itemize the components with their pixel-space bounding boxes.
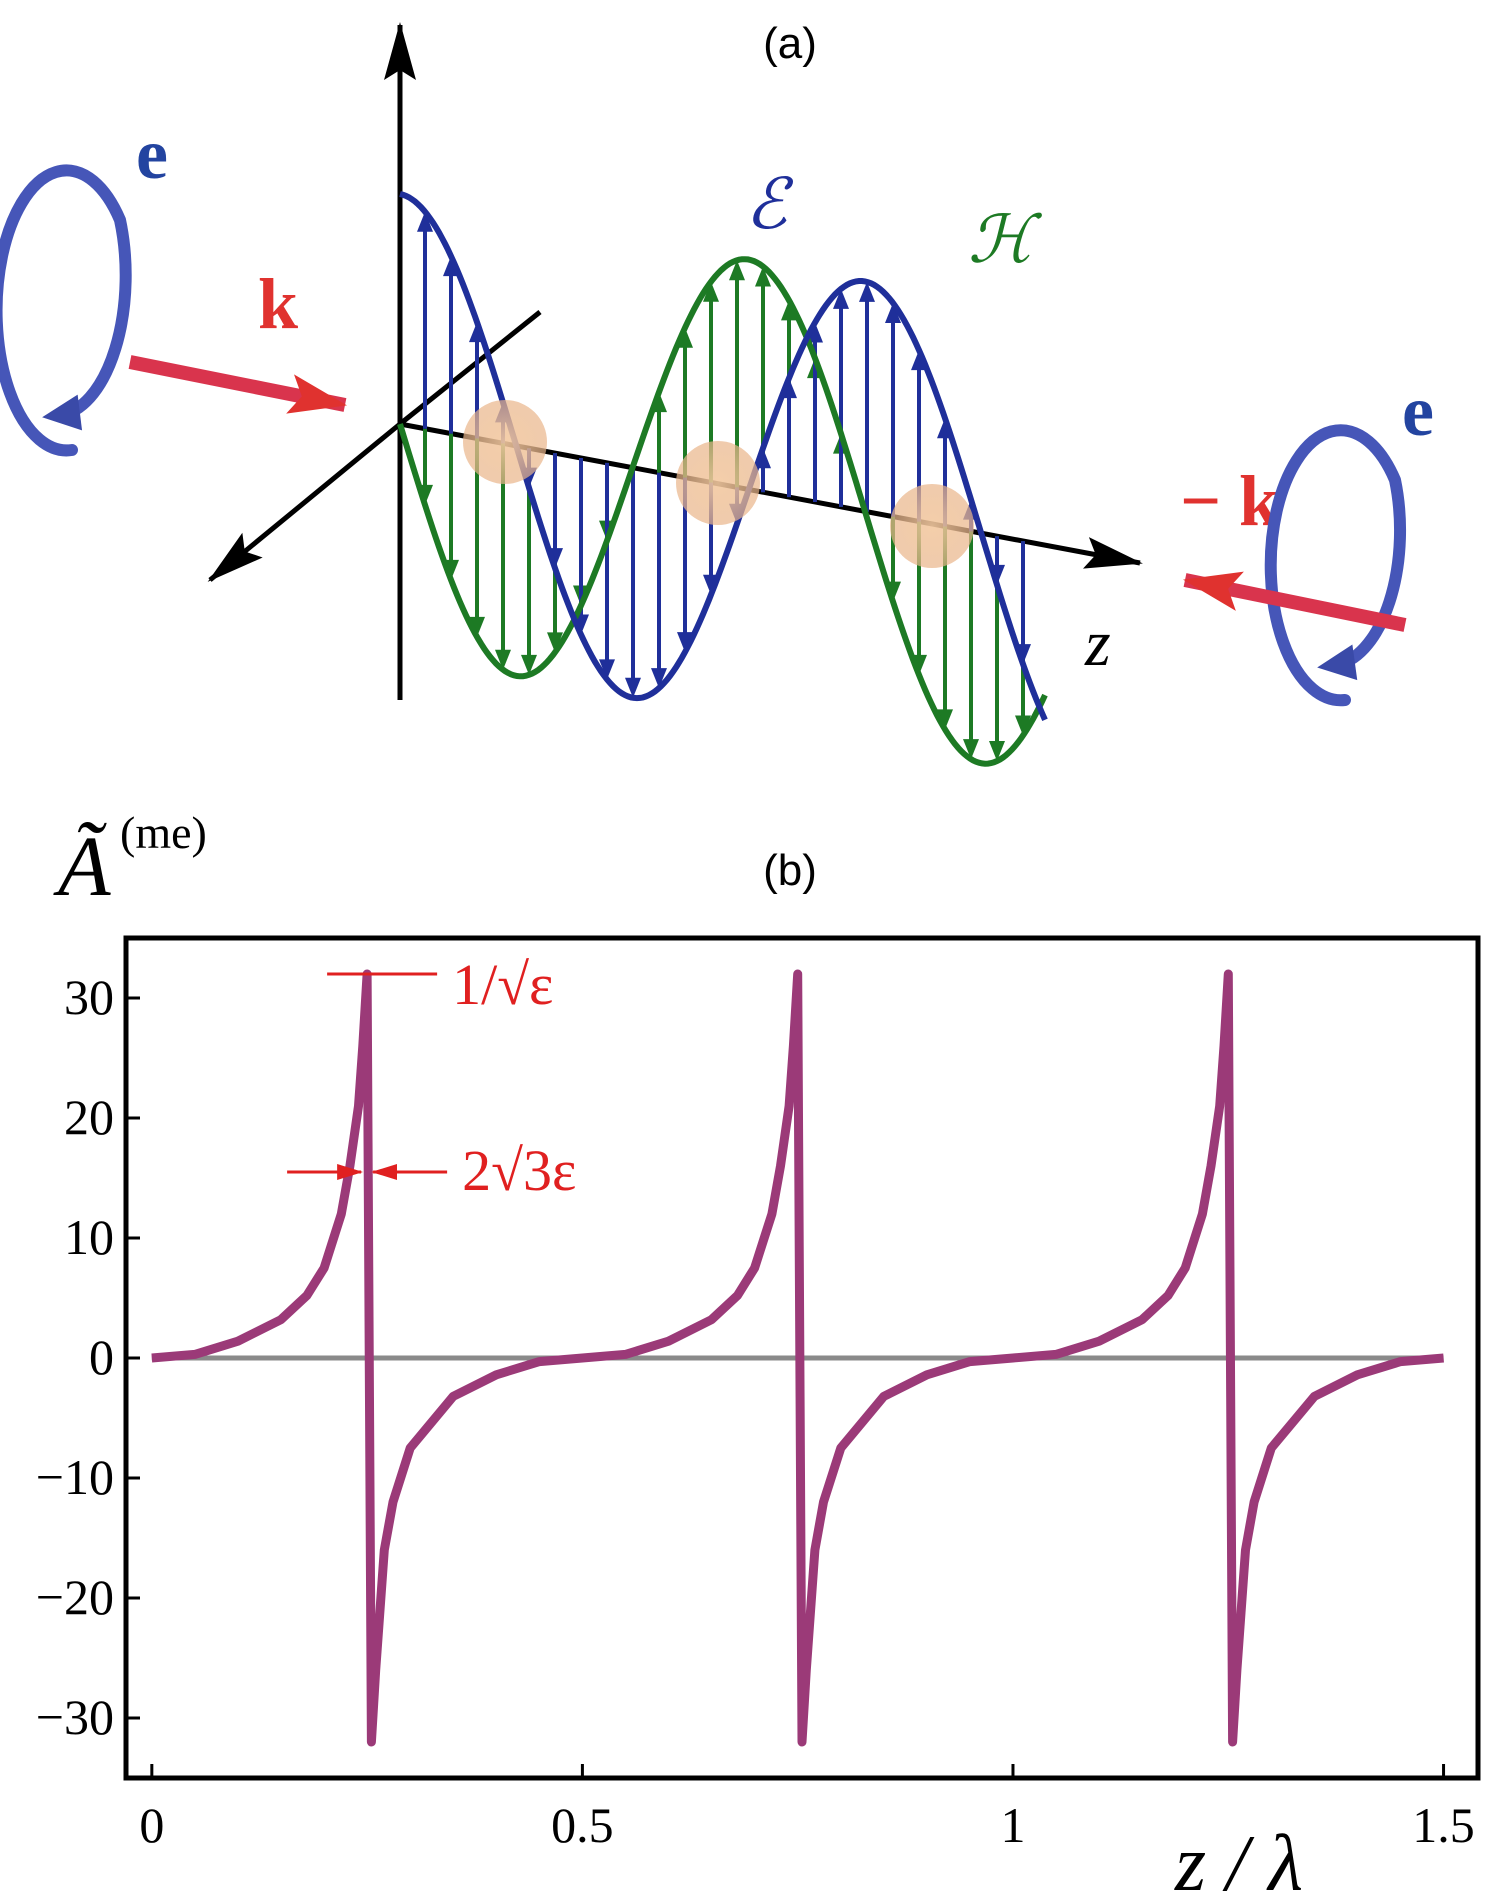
x-axis-ticks: 0 0.5 1 1.5: [139, 1764, 1475, 1853]
field-vector-head: [755, 266, 771, 287]
field-vector-head: [859, 281, 875, 302]
field-vector-head: [729, 260, 745, 281]
field-vector-head: [677, 632, 693, 653]
peak-annotation-label: 1/√ε: [452, 952, 553, 1017]
y-tick-label: −10: [36, 1449, 114, 1505]
y-tick-label: 10: [64, 1209, 114, 1265]
transverse-axis-front: [207, 422, 402, 582]
field-vector-head: [599, 659, 615, 680]
field-vector-head: [807, 322, 823, 343]
x-tick-label: 1: [1000, 1797, 1025, 1853]
field-vector-head: [417, 211, 433, 232]
y-axis-label-base: Ã: [53, 818, 111, 914]
field-vector-head: [521, 654, 537, 675]
left-polarization-label: e: [136, 114, 168, 194]
field-vector-head: [547, 632, 563, 653]
right-polarization-label: e: [1402, 371, 1434, 451]
wave-diagram-panel: (a) ℰ ℋ z e k e − k: [0, 19, 1434, 767]
node-beads: [463, 400, 974, 568]
magnetic-field-wave: [397, 256, 1048, 767]
field-vector-head: [937, 709, 953, 730]
y-tick-label: −20: [36, 1569, 114, 1625]
series-layer: [151, 969, 1444, 1747]
field-vector-head: [469, 616, 485, 637]
y-axis-label: Ã (me): [53, 807, 207, 914]
left-wavevector-arrow: [128, 355, 347, 414]
node-bead: [463, 400, 547, 484]
panel-a-label: (a): [763, 19, 817, 68]
node-bead: [676, 441, 760, 525]
field-vector-head: [989, 741, 1005, 762]
right-polarization-group: e − k: [1180, 371, 1434, 707]
field-vector-head: [1015, 715, 1031, 736]
hfield-label: ℋ: [968, 204, 1043, 277]
chart-panel: (b) Ã (me) −30 −20 −10 0 10 20 30 0 0.5 1 1.5 1/√…: [36, 807, 1481, 1896]
left-polarization-group: e k: [0, 114, 347, 457]
left-wavevector-label: k: [258, 264, 298, 344]
field-vector-head: [963, 739, 979, 760]
field-vector-head: [625, 677, 641, 698]
series-line-0: [151, 969, 1444, 1747]
right-circular-polarization-icon: [1264, 424, 1407, 707]
left-circular-polarization-icon: [0, 164, 132, 457]
field-vector-head: [651, 668, 667, 689]
efield-label: ℰ: [745, 167, 794, 244]
right-wavevector-label: − k: [1180, 461, 1279, 541]
width-annotation-label: 2√3ε: [462, 1138, 576, 1203]
x-tick-label: 1.5: [1412, 1797, 1475, 1853]
field-vector-head: [703, 281, 719, 302]
y-tick-label: 30: [64, 969, 114, 1025]
y-axis-ticks: −30 −20 −10 0 10 20 30: [36, 969, 140, 1745]
x-tick-label: 0.5: [551, 1797, 614, 1853]
field-vector-head: [495, 649, 511, 670]
x-tick-label: 0: [139, 1797, 164, 1853]
field-vector-head: [885, 302, 901, 323]
y-tick-label: 0: [89, 1329, 114, 1385]
y-axis-label-superscript: (me): [120, 807, 207, 858]
field-vector-head: [833, 288, 849, 309]
node-bead: [890, 484, 974, 568]
panel-b-label: (b): [763, 846, 817, 895]
field-vector-head: [781, 300, 797, 321]
x-axis-label: z / λ: [1174, 1820, 1303, 1896]
z-axis-label: z: [1084, 607, 1111, 680]
y-tick-label: 20: [64, 1089, 114, 1145]
chart-annotations: 1/√ε 2√3ε: [287, 952, 576, 1203]
right-wavevector-arrow: [1183, 571, 1407, 632]
y-tick-label: −30: [36, 1689, 114, 1745]
